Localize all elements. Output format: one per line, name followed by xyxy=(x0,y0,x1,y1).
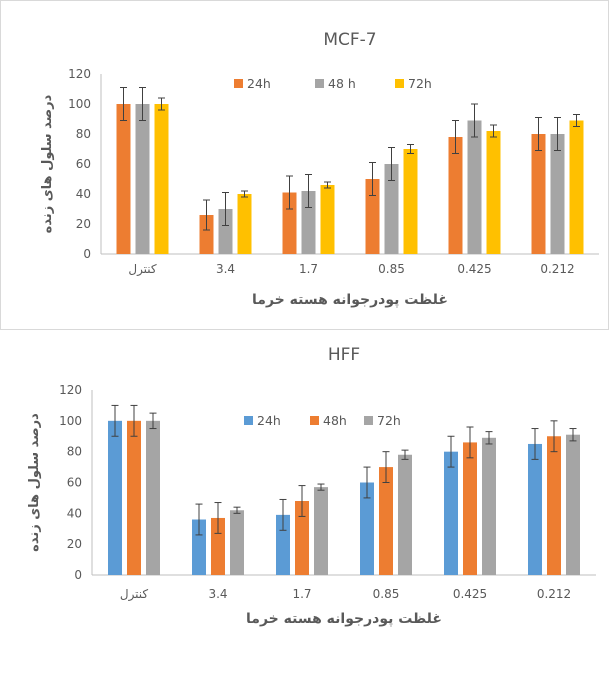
y-tick-label: 100 xyxy=(68,97,91,111)
bar xyxy=(448,137,463,254)
x-tick-label: 3.4 xyxy=(216,262,235,276)
x-axis-label: غلظت پودرجوانه هسته خرما xyxy=(252,292,448,308)
bar xyxy=(237,194,252,254)
y-axis-label: درصد سلول های زنده xyxy=(27,413,42,552)
bar xyxy=(230,510,244,575)
y-tick-label: 40 xyxy=(67,506,82,520)
bar xyxy=(365,179,380,254)
bar xyxy=(127,420,141,575)
bar xyxy=(384,164,399,254)
bar xyxy=(547,436,561,575)
bar xyxy=(467,120,482,254)
y-axis-label: درصد سلول های زنده xyxy=(40,94,55,233)
x-tick-label: 1.7 xyxy=(292,587,311,601)
x-tick-label: کنترل xyxy=(120,587,149,602)
bar xyxy=(301,191,316,254)
bar xyxy=(444,451,458,575)
bar xyxy=(550,134,565,254)
chart-hff: HFF 0 20 40 60 80 100 120 درصد سلول های زنده غلظت… xyxy=(27,345,596,627)
chart-panel-hff: HFF 0 20 40 60 80 100 120 درصد سلول های زنده غلظت… xyxy=(0,338,609,638)
x-tick-label: 0.212 xyxy=(540,262,574,276)
bar xyxy=(192,519,206,575)
y-tick-label: 40 xyxy=(76,187,91,201)
legend-label: 48h xyxy=(323,413,347,428)
y-tick-label: 120 xyxy=(68,67,91,81)
bar xyxy=(486,131,501,254)
legend-swatch xyxy=(315,79,324,88)
chart-mcf7: MCF-7 0 20 40 60 80 100 120 درصد سلول های زنده غل… xyxy=(40,30,599,308)
legend-swatch xyxy=(244,416,253,425)
bar xyxy=(295,501,309,575)
x-tick-label: 1.7 xyxy=(299,262,318,276)
bar xyxy=(360,482,374,575)
bar xyxy=(116,104,131,254)
bar xyxy=(154,104,169,254)
legend-swatch xyxy=(310,416,319,425)
bar xyxy=(199,215,214,254)
bar xyxy=(314,487,328,575)
legend-label: 48 h xyxy=(328,76,356,91)
y-tick-label: 60 xyxy=(76,157,91,171)
bar xyxy=(463,442,477,575)
legend-label: 72h xyxy=(408,76,432,91)
bar xyxy=(403,149,418,254)
x-tick-label: 0.85 xyxy=(378,262,405,276)
chart-title: MCF-7 xyxy=(323,30,376,50)
bar xyxy=(211,517,225,575)
bar xyxy=(528,443,542,575)
x-tick-label: 0.212 xyxy=(537,587,571,601)
legend-swatch xyxy=(364,416,373,425)
y-tick-label: 0 xyxy=(83,247,91,261)
x-axis-label: غلظت پودرجوانه هسته خرما xyxy=(246,611,442,627)
bar xyxy=(108,420,122,575)
bar xyxy=(566,434,580,575)
y-tick-label: 120 xyxy=(59,383,82,397)
x-tick-label: 3.4 xyxy=(208,587,227,601)
y-tick-label: 80 xyxy=(67,445,82,459)
chart-panel-mcf7: MCF-7 0 20 40 60 80 100 120 درصد سلول های زنده غل… xyxy=(0,0,609,330)
bar xyxy=(482,437,496,575)
y-tick-label: 20 xyxy=(76,217,91,231)
y-tick-label: 0 xyxy=(74,568,82,582)
y-tick-label: 60 xyxy=(67,476,82,490)
bar xyxy=(135,104,150,254)
legend-swatch xyxy=(395,79,404,88)
x-tick-label: کنترل xyxy=(128,262,157,277)
y-tick-label: 100 xyxy=(59,414,82,428)
bar xyxy=(398,454,412,575)
legend-label: 24h xyxy=(257,413,281,428)
legend-label: 72h xyxy=(377,413,401,428)
bar xyxy=(569,120,584,254)
bar xyxy=(320,185,335,254)
y-tick-label: 20 xyxy=(67,537,82,551)
bar xyxy=(218,209,233,254)
bar xyxy=(531,134,546,254)
x-tick-label: 0.425 xyxy=(453,587,487,601)
bar xyxy=(379,467,393,575)
bar xyxy=(282,192,297,254)
x-tick-label: 0.85 xyxy=(373,587,400,601)
chart-title: HFF xyxy=(328,345,360,365)
bar xyxy=(146,420,160,575)
x-tick-label: 0.425 xyxy=(457,262,491,276)
y-tick-label: 80 xyxy=(76,127,91,141)
legend-label: 24h xyxy=(247,76,271,91)
legend-swatch xyxy=(234,79,243,88)
